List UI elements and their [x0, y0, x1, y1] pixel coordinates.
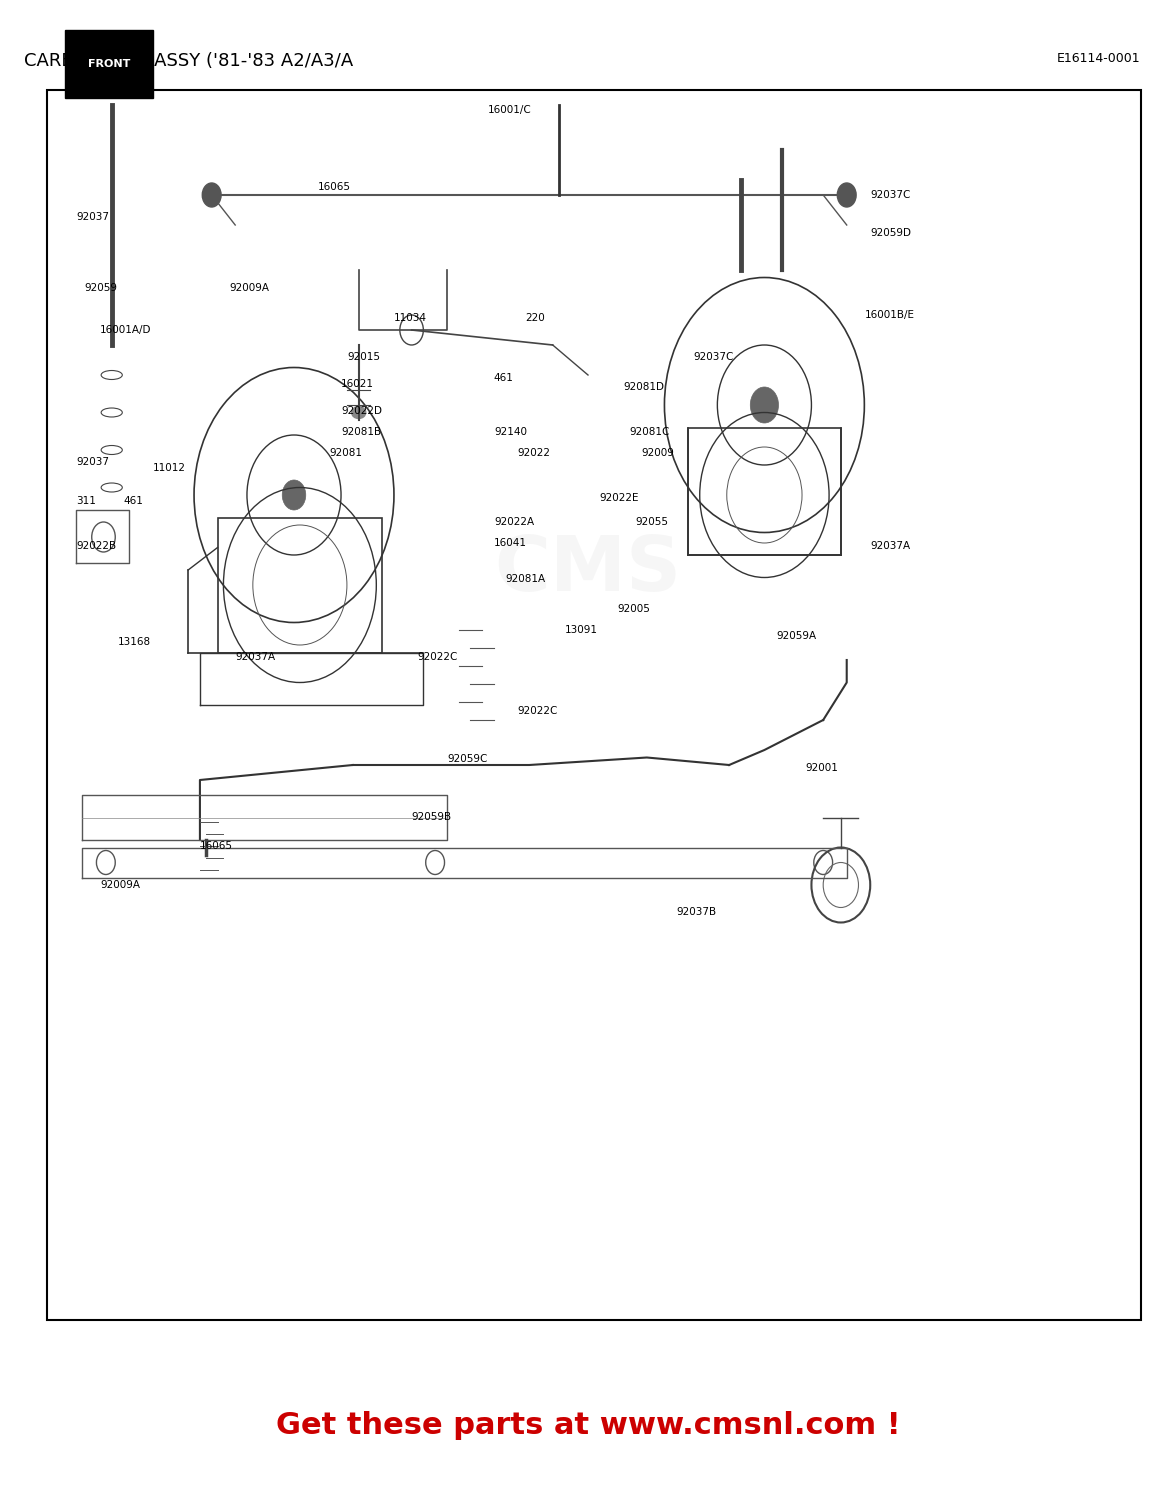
Text: 92059A: 92059A: [776, 632, 816, 640]
Text: 92009A: 92009A: [100, 880, 140, 890]
Text: 11034: 11034: [394, 314, 427, 322]
Text: 92022C: 92022C: [417, 652, 457, 662]
Text: 92037C: 92037C: [870, 190, 910, 200]
Text: E16114-0001: E16114-0001: [1057, 53, 1141, 66]
Text: 461: 461: [123, 496, 143, 506]
Text: 220: 220: [526, 314, 546, 322]
Circle shape: [202, 183, 221, 207]
Text: 92037A: 92037A: [870, 542, 910, 550]
Text: CMS: CMS: [494, 532, 682, 608]
Text: 92059D: 92059D: [870, 228, 911, 237]
Text: 92081: 92081: [329, 448, 362, 458]
Text: 92037A: 92037A: [235, 652, 275, 662]
Text: 92059C: 92059C: [447, 754, 487, 764]
Text: 13091: 13091: [564, 626, 597, 634]
Text: 16001B/E: 16001B/E: [864, 310, 915, 320]
Text: 92022A: 92022A: [494, 518, 534, 526]
Bar: [47, 90, 1141, 1320]
Text: 92081C: 92081C: [629, 427, 669, 436]
Text: 92081A: 92081A: [506, 574, 546, 584]
Text: 92037: 92037: [76, 458, 109, 466]
Text: 92022: 92022: [517, 448, 550, 458]
Text: 16021: 16021: [341, 380, 374, 388]
Text: 92015: 92015: [347, 352, 380, 362]
Text: 92022C: 92022C: [517, 706, 557, 716]
Text: 92081D: 92081D: [623, 382, 664, 392]
Text: 92055: 92055: [635, 518, 668, 526]
Text: 92009A: 92009A: [229, 284, 269, 292]
Text: 13168: 13168: [118, 638, 151, 646]
Text: 16001A/D: 16001A/D: [100, 326, 152, 334]
Ellipse shape: [352, 406, 366, 418]
Text: 92037C: 92037C: [694, 352, 734, 362]
Circle shape: [837, 183, 856, 207]
Text: 92005: 92005: [617, 604, 650, 613]
Text: 16041: 16041: [494, 538, 527, 548]
Text: 11012: 11012: [153, 464, 186, 472]
Text: 92037: 92037: [76, 213, 109, 222]
Text: 92037B: 92037B: [676, 908, 716, 916]
Bar: [688, 427, 841, 555]
Text: 16065: 16065: [200, 842, 233, 850]
Text: 92009: 92009: [641, 448, 674, 458]
Text: 92140: 92140: [494, 427, 527, 436]
Text: 311: 311: [76, 496, 96, 506]
Circle shape: [282, 480, 306, 510]
Text: 461: 461: [494, 374, 514, 382]
Text: CARBURETOR ASSY ('81-'83 A2/A3/A: CARBURETOR ASSY ('81-'83 A2/A3/A: [24, 53, 353, 70]
Text: Get these parts at www.cmsnl.com !: Get these parts at www.cmsnl.com !: [275, 1410, 901, 1440]
Text: FRONT: FRONT: [87, 58, 131, 69]
FancyBboxPatch shape: [65, 30, 153, 98]
Text: 16001/C: 16001/C: [488, 105, 532, 114]
Text: 92022D: 92022D: [341, 406, 382, 416]
Text: 92001: 92001: [806, 764, 838, 772]
Text: 92059: 92059: [85, 284, 118, 292]
Text: 92022E: 92022E: [600, 494, 640, 502]
Circle shape: [750, 387, 779, 423]
Text: 92081B: 92081B: [341, 427, 381, 436]
Text: 92059B: 92059B: [412, 813, 452, 822]
Text: 92022B: 92022B: [76, 542, 116, 550]
Text: 16065: 16065: [318, 183, 350, 192]
Bar: [218, 518, 382, 652]
